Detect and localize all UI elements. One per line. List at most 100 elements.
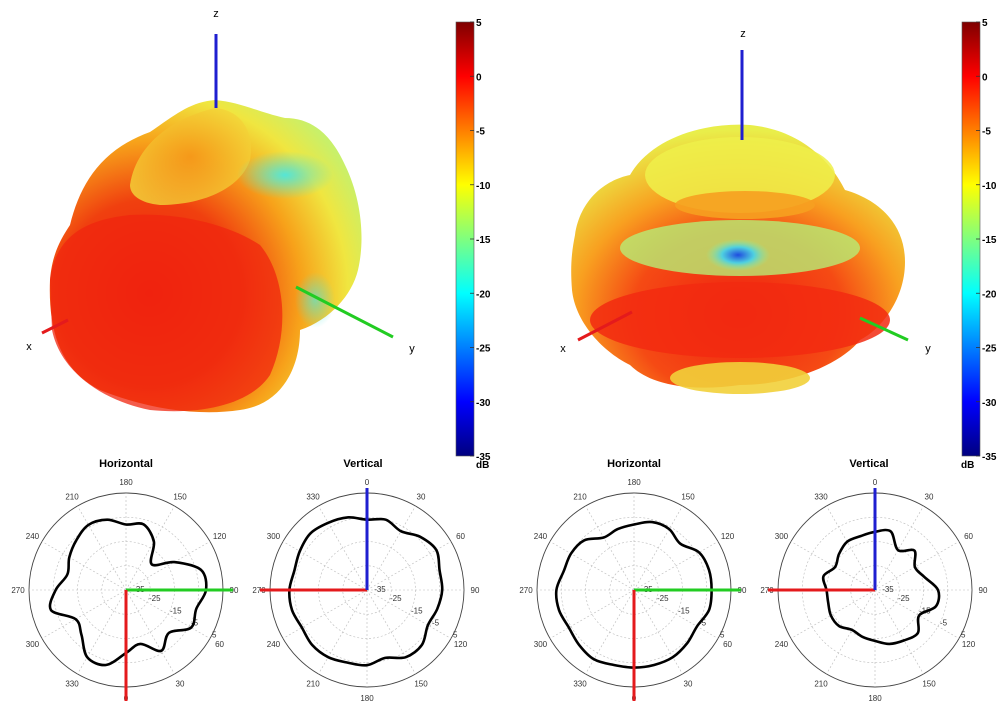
- polar-vertical-right: Vertical 0 30 60 90 120 150 180 210 240 270 300 330 -…: [760, 458, 988, 703]
- polar-angle-label: 90: [738, 586, 747, 595]
- right-3d-pattern: z x y: [560, 28, 931, 394]
- polar-spoke: [366, 589, 452, 639]
- orange-band-right: [675, 191, 815, 219]
- polar-title: Horizontal: [99, 458, 153, 470]
- bottom-yellow-lobe-right: [670, 362, 810, 394]
- polar-spoke: [790, 541, 876, 591]
- polar-angle-label: 120: [962, 640, 976, 649]
- polar-spoke: [125, 589, 211, 639]
- polar-title: Vertical: [849, 458, 888, 470]
- polar-angle-label: 0: [873, 478, 878, 487]
- polar-radial-tick: 5: [720, 631, 725, 640]
- polar-angle-label: 60: [456, 532, 465, 541]
- colorbar-tick-label: -30: [982, 398, 997, 409]
- colorbar-tick-label: -35: [982, 452, 997, 463]
- polar-radial-tick: 5: [453, 631, 458, 640]
- left-3d-pattern: z x y: [26, 8, 415, 413]
- polar-angle-label: 120: [213, 532, 227, 541]
- cyan-null-right: [706, 239, 770, 271]
- polar-spoke: [874, 505, 924, 591]
- polar-angle-label: 270: [760, 586, 774, 595]
- polar-angle-label: 240: [534, 532, 548, 541]
- polar-angle-label: 240: [26, 532, 40, 541]
- colorbar-left-ticks: 5 0 -5 -10 -15 -20 -25 -30 -35: [470, 18, 491, 463]
- polar-angle-label: 30: [925, 492, 934, 501]
- cyan-region-left: [237, 151, 333, 199]
- x-axis-label-right: x: [560, 343, 566, 355]
- polar-angle-label: 180: [360, 694, 374, 703]
- top-lobe-left: [130, 108, 251, 205]
- colorbar-tick-label: -15: [476, 235, 491, 246]
- colorbar-tick-label: -25: [982, 344, 997, 355]
- colorbar-tick-label: -10: [476, 181, 491, 192]
- polar-angle-label: 180: [868, 694, 882, 703]
- colorbar-tick-label: -25: [476, 344, 491, 355]
- polar-spoke: [549, 589, 635, 639]
- polar-spoke: [318, 505, 368, 591]
- polar-spoke: [125, 505, 175, 591]
- polar-pattern-curve: [288, 516, 444, 667]
- x-axis-label-left: x: [26, 341, 32, 353]
- polar-angle-label: 300: [26, 640, 40, 649]
- lower-red-band-right: [590, 282, 890, 358]
- polar-radial-tick: -15: [170, 606, 182, 615]
- y-axis-label-right: y: [925, 343, 931, 355]
- polar-radial-tick: -25: [657, 594, 669, 603]
- polar-angle-label: 180: [627, 478, 641, 487]
- polar-spoke: [41, 589, 127, 639]
- polar-spoke: [633, 589, 683, 675]
- polar-spoke: [318, 589, 368, 675]
- cyan-region-left-lower: [295, 272, 335, 328]
- polar-spoke: [77, 589, 127, 675]
- polar-angle-label: 330: [573, 680, 587, 689]
- colorbar-tick-label: -20: [982, 289, 997, 300]
- z-axis-label-left: z: [213, 8, 219, 20]
- polar-angle-label: 330: [306, 492, 320, 501]
- polar-radial-tick: -5: [699, 618, 707, 627]
- colorbar-left: 5 0 -5 -10 -15 -20 -25 -30 -35 dB: [455, 18, 491, 471]
- polar-horizontal-left: Horizontal180150120906030033030027024021…: [11, 458, 239, 703]
- polar-spoke: [826, 589, 876, 675]
- polar-spoke: [282, 541, 368, 591]
- colorbar-tick-label: 5: [982, 18, 988, 29]
- polar-angle-label: 120: [721, 532, 735, 541]
- polar-angle-label: 90: [230, 586, 239, 595]
- colorbar-tick-label: -5: [476, 127, 485, 138]
- polar-radial-tick: -15: [411, 606, 423, 615]
- colorbar-tick-label: 0: [476, 72, 482, 83]
- polar-angle-label: 30: [417, 492, 426, 501]
- polar-pattern-curve: [821, 528, 941, 646]
- colorbar-tick-label: -20: [476, 289, 491, 300]
- polar-vertical-left: Vertical 0 30 60 90 120 150 180 210 240 270 300 330 -…: [252, 458, 480, 703]
- red-front-lobe-left: [50, 214, 283, 412]
- polar-angle-label: 300: [775, 532, 789, 541]
- polar-radial-tick: -15: [678, 606, 690, 615]
- polar-angle-label: 30: [176, 680, 185, 689]
- polar-spoke: [585, 505, 635, 591]
- polar-spoke: [77, 505, 127, 591]
- colorbar-tick-label: 0: [982, 72, 988, 83]
- polar-spoke: [366, 505, 416, 591]
- polar-radial-tick: -35: [374, 585, 386, 594]
- polar-spoke: [125, 541, 211, 591]
- polar-angle-label: 30: [684, 680, 693, 689]
- y-axis-line-right: [859, 316, 909, 342]
- polar-angle-label: 90: [471, 586, 480, 595]
- polar-spoke: [633, 505, 683, 591]
- polar-radial-tick: -25: [898, 594, 910, 603]
- polar-angle-label: 60: [964, 532, 973, 541]
- polar-angle-label: 210: [814, 680, 828, 689]
- z-axis-label-right: z: [740, 28, 746, 40]
- polar-spoke: [874, 541, 960, 591]
- polar-spoke: [366, 589, 416, 675]
- x-axis-line-right: [577, 310, 633, 342]
- polar-radial-tick: -35: [882, 585, 894, 594]
- polar-radial-tick: 5: [961, 631, 966, 640]
- polar-angle-label: 270: [11, 586, 25, 595]
- polar-spoke: [282, 589, 368, 639]
- polar-angle-label: 150: [414, 680, 428, 689]
- polar-angle-label: 150: [681, 492, 695, 501]
- polar-angle-label: 270: [252, 586, 266, 595]
- polar-angle-label: 210: [65, 492, 79, 501]
